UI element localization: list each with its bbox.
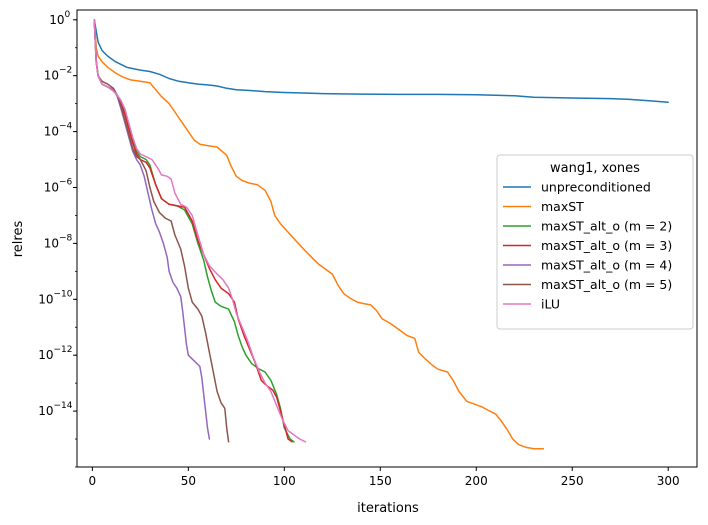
legend-title: wang1, xones bbox=[550, 161, 640, 176]
legend-label-1: maxST bbox=[541, 199, 584, 214]
x-tick-label-2: 100 bbox=[273, 474, 296, 488]
y-tick-exponent-5: −10 bbox=[54, 289, 73, 299]
y-tick-label-2: 10 bbox=[44, 125, 59, 139]
y-axis-label: relres bbox=[11, 221, 26, 258]
series-line-1 bbox=[93, 19, 545, 450]
y-tick-label-7: 10 bbox=[38, 404, 53, 418]
y-tick-exponent-0: 0 bbox=[65, 10, 71, 20]
x-axis-ticks: 0 50 100 150 200 250 300 bbox=[89, 467, 680, 488]
y-tick-label-0: 10 bbox=[49, 13, 64, 27]
series-line-0 bbox=[93, 19, 669, 103]
x-tick-label-4: 200 bbox=[465, 474, 488, 488]
legend-label-5: maxST_alt_o (m = 5) bbox=[541, 277, 672, 292]
legend-label-4: maxST_alt_o (m = 4) bbox=[541, 258, 672, 273]
legend-label-2: maxST_alt_o (m = 2) bbox=[541, 219, 672, 234]
series-layer bbox=[93, 19, 669, 450]
axes-frame bbox=[76, 9, 698, 468]
y-tick-label-5: 10 bbox=[38, 292, 53, 306]
legend-label-3: maxST_alt_o (m = 3) bbox=[541, 238, 672, 253]
y-tick-exponent-6: −12 bbox=[54, 345, 73, 355]
legend: wang1, xones unpreconditioned maxST maxST_… bbox=[496, 154, 694, 330]
y-tick-exponent-4: −8 bbox=[59, 233, 73, 243]
x-tick-label-3: 150 bbox=[369, 474, 392, 488]
y-tick-label-1: 10 bbox=[44, 69, 59, 83]
legend-entries: unpreconditioned maxST maxST_alt_o (m = 2)… bbox=[503, 180, 672, 312]
y-tick-label-3: 10 bbox=[44, 180, 59, 194]
x-tick-label-5: 250 bbox=[561, 474, 584, 488]
y-tick-label-4: 10 bbox=[44, 236, 59, 250]
y-tick-exponent-3: −6 bbox=[59, 177, 73, 187]
legend-label-0: unpreconditioned bbox=[541, 180, 651, 195]
x-tick-label-0: 0 bbox=[89, 474, 97, 488]
legend-box bbox=[496, 154, 694, 330]
y-tick-exponent-7: −14 bbox=[54, 401, 73, 411]
x-axis-label: iterations bbox=[357, 501, 419, 516]
legend-label-6: iLU bbox=[541, 297, 560, 312]
y-tick-exponent-1: −2 bbox=[59, 66, 72, 76]
y-tick-exponent-2: −4 bbox=[59, 122, 73, 132]
y-tick-label-6: 10 bbox=[38, 348, 53, 362]
x-tick-label-6: 300 bbox=[657, 474, 680, 488]
series-line-5 bbox=[93, 19, 230, 443]
series-line-6 bbox=[93, 19, 307, 443]
x-tick-label-1: 50 bbox=[181, 474, 196, 488]
